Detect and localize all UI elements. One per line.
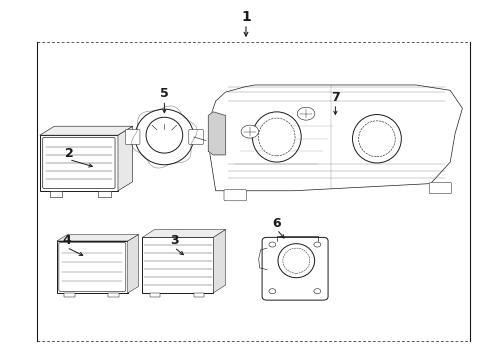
- Ellipse shape: [146, 117, 183, 153]
- Circle shape: [269, 289, 276, 294]
- Polygon shape: [128, 234, 139, 293]
- Circle shape: [297, 107, 315, 120]
- Circle shape: [241, 125, 259, 138]
- Bar: [108, 293, 119, 297]
- Bar: [64, 293, 75, 297]
- Polygon shape: [40, 126, 133, 135]
- Text: 3: 3: [170, 234, 178, 247]
- Text: 5: 5: [160, 87, 169, 100]
- Text: 1: 1: [241, 10, 251, 24]
- Bar: [143, 237, 213, 293]
- Circle shape: [314, 242, 321, 247]
- Polygon shape: [118, 126, 133, 191]
- Ellipse shape: [278, 244, 315, 278]
- Polygon shape: [213, 229, 225, 293]
- Ellipse shape: [359, 121, 395, 157]
- FancyBboxPatch shape: [59, 242, 126, 292]
- FancyBboxPatch shape: [224, 190, 246, 201]
- Bar: [57, 241, 128, 293]
- Text: 2: 2: [65, 147, 74, 159]
- Ellipse shape: [252, 112, 301, 162]
- FancyBboxPatch shape: [125, 130, 140, 144]
- FancyBboxPatch shape: [262, 237, 328, 300]
- Bar: [194, 293, 204, 297]
- Bar: [49, 191, 62, 197]
- Bar: [98, 191, 111, 197]
- Ellipse shape: [135, 109, 194, 165]
- Bar: [40, 135, 118, 191]
- FancyBboxPatch shape: [429, 183, 452, 194]
- Text: 4: 4: [62, 234, 71, 247]
- Ellipse shape: [258, 118, 295, 156]
- Ellipse shape: [283, 248, 310, 273]
- Polygon shape: [208, 85, 463, 191]
- Polygon shape: [143, 229, 225, 237]
- Ellipse shape: [352, 114, 401, 163]
- FancyBboxPatch shape: [189, 130, 203, 144]
- Bar: [150, 293, 160, 297]
- Circle shape: [314, 289, 321, 294]
- Circle shape: [269, 242, 276, 247]
- Text: 6: 6: [272, 216, 281, 230]
- FancyBboxPatch shape: [43, 137, 115, 189]
- Polygon shape: [208, 112, 225, 155]
- Text: 7: 7: [331, 91, 340, 104]
- Polygon shape: [57, 234, 139, 241]
